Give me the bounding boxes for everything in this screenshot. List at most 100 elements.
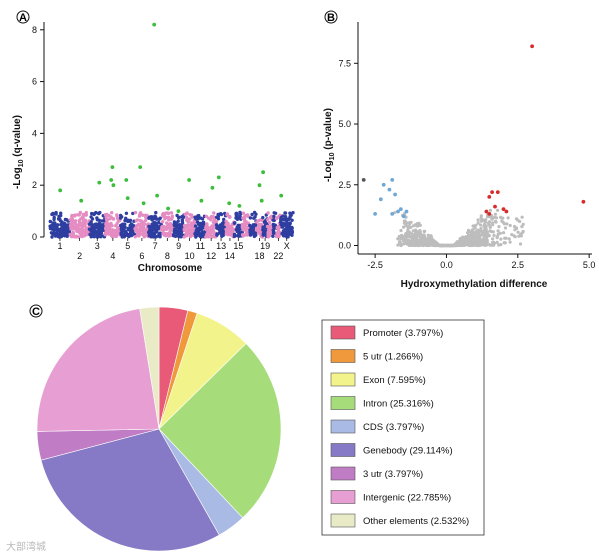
manhattan-y-axis-title: -Log10 (q-value): [12, 115, 25, 189]
manhattan-significant-point: [166, 206, 171, 211]
manhattan-ylabel-sub: 10: [18, 159, 25, 167]
volcano-point: [466, 234, 470, 238]
volcano-point: [491, 237, 495, 241]
manhattan-point: [64, 231, 69, 235]
volcano-point: [506, 216, 510, 220]
manhattan-point: [179, 230, 183, 235]
manhattan-point: [184, 215, 189, 220]
manhattan-point: [196, 226, 200, 230]
volcano-point: [486, 233, 490, 237]
manhattan-point: [94, 222, 99, 226]
panel-c-letter: C: [32, 306, 40, 318]
manhattan-point: [169, 211, 174, 215]
volcano-point: [405, 221, 409, 225]
manhattan-point: [56, 234, 60, 239]
manhattan-point: [141, 213, 145, 217]
manhattan-point: [163, 217, 167, 221]
manhattan-point: [279, 222, 283, 227]
volcano-point: [484, 243, 489, 247]
manhattan-point: [204, 214, 209, 219]
manhattan-point: [59, 211, 63, 215]
manhattan-point: [220, 223, 224, 227]
pie-legend-label: CDS (3.797%): [363, 422, 424, 433]
manhattan-point: [193, 232, 197, 236]
manhattan-point: [107, 222, 111, 227]
pie-legend-swatch: [330, 419, 356, 434]
manhattan-point: [120, 223, 124, 227]
volcano-highlighted-point: [390, 178, 395, 182]
manhattan-point: [155, 217, 159, 221]
manhattan-point: [133, 210, 138, 215]
volcano-point: [457, 243, 461, 247]
manhattan-point: [80, 229, 85, 233]
manhattan-point: [114, 228, 119, 233]
manhattan-significant-point: [111, 183, 116, 188]
pie-legend-swatch: [330, 443, 356, 457]
volcano-point: [478, 235, 482, 239]
manhattan-point: [144, 232, 148, 236]
volcano-point: [415, 235, 419, 239]
manhattan-point: [134, 229, 138, 233]
pie-legend-swatch: [330, 466, 356, 481]
manhattan-point: [196, 214, 200, 218]
manhattan-point: [157, 220, 161, 225]
manhattan-point: [258, 231, 262, 235]
manhattan-point: [110, 224, 114, 228]
panel-a-badge: [16, 10, 30, 24]
volcano-x-axis-title: Hydroxymethylation difference: [401, 279, 548, 290]
manhattan-x-tick-label: 12: [206, 251, 216, 261]
manhattan-point: [289, 213, 293, 217]
manhattan-point: [189, 231, 193, 235]
volcano-point: [396, 243, 400, 247]
manhattan-point: [158, 216, 162, 220]
volcano-point: [503, 236, 507, 240]
volcano-point: [476, 221, 480, 225]
manhattan-point: [155, 225, 160, 229]
manhattan-point: [52, 217, 56, 222]
manhattan-point: [97, 211, 101, 216]
volcano-point: [497, 243, 501, 247]
manhattan-point: [64, 227, 68, 231]
manhattan-significant-point: [216, 175, 221, 180]
volcano-point: [499, 237, 503, 241]
panel-b-badge: [324, 10, 338, 24]
manhattan-point: [283, 217, 287, 222]
volcano-x-tick-label: 5.0: [583, 260, 596, 270]
manhattan-point: [204, 224, 209, 228]
manhattan-point: [70, 221, 75, 225]
manhattan-point: [248, 216, 253, 220]
manhattan-point: [244, 229, 249, 234]
volcano-point: [462, 243, 466, 247]
manhattan-point: [115, 213, 119, 217]
manhattan-point: [237, 232, 242, 236]
volcano-highlighted-point: [495, 190, 500, 195]
manhattan-point: [133, 235, 137, 239]
volcano-highlighted-point: [501, 207, 506, 212]
manhattan-point: [147, 225, 152, 229]
manhattan-point: [150, 222, 154, 227]
volcano-y-axis-title: -Log10 (p-value): [323, 108, 336, 182]
volcano-point: [470, 240, 475, 244]
volcano-highlighted-point: [487, 195, 492, 199]
manhattan-point: [188, 233, 193, 238]
manhattan-point: [283, 231, 288, 235]
manhattan-point: [116, 216, 120, 221]
manhattan-point: [198, 216, 203, 220]
pie-legend-swatch: [330, 372, 356, 387]
volcano-point: [512, 234, 516, 238]
volcano-point: [476, 243, 480, 248]
manhattan-point: [116, 225, 120, 230]
volcano-point: [519, 232, 523, 236]
manhattan-point: [233, 221, 237, 225]
manhattan-x-tick-label: 8: [165, 251, 170, 261]
manhattan-point: [265, 224, 270, 229]
manhattan-point: [184, 225, 188, 229]
manhattan-point: [281, 214, 285, 218]
manhattan-point: [214, 220, 219, 224]
manhattan-point: [138, 211, 143, 215]
manhattan-point: [279, 217, 283, 222]
manhattan-significant-point: [199, 198, 204, 203]
volcano-point: [404, 232, 408, 236]
volcano-point: [498, 231, 502, 235]
manhattan-point: [272, 211, 276, 215]
